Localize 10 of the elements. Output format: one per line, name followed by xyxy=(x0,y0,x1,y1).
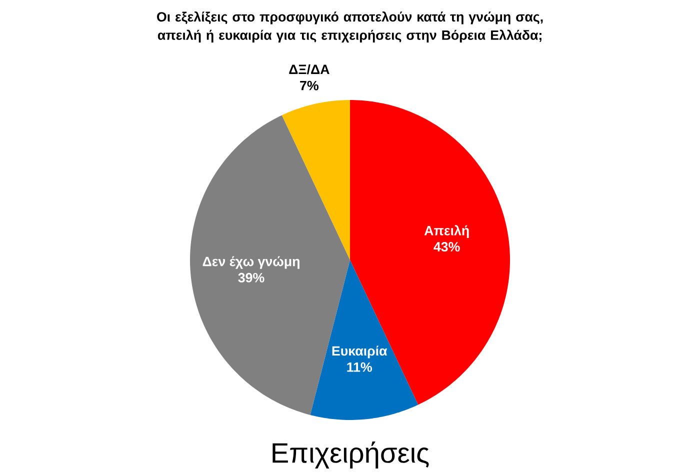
slice-label: Απειλή xyxy=(424,225,469,238)
data-label: 11% xyxy=(347,362,372,372)
data-label: 39% xyxy=(238,272,264,282)
data-label: 7% xyxy=(300,80,318,90)
slice-label: Δεν έχω γνώμη xyxy=(202,256,300,269)
data-label: 43% xyxy=(434,242,460,252)
chart-title: Οι εξελίξεις στο προσφυγικό αποτελούν κατά τη γνώμη σας, απειλή ή ευκαιρία για τις επιχειρήσεις στην Βόρεια Ελλάδα; xyxy=(157,11,543,43)
slice-label: ΔΞ/ΔΑ xyxy=(289,64,330,74)
slice-label: Ευκαιρία xyxy=(332,346,388,358)
text: Επιχειρήσεις xyxy=(272,441,429,468)
